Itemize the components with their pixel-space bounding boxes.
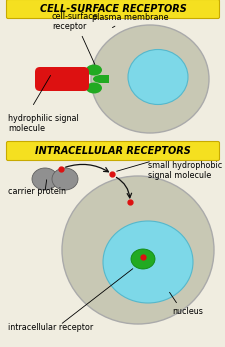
Text: nucleus: nucleus xyxy=(171,307,202,316)
Text: CELL-SURFACE RECEPTORS: CELL-SURFACE RECEPTORS xyxy=(39,4,186,14)
Ellipse shape xyxy=(86,65,101,76)
FancyBboxPatch shape xyxy=(35,67,89,91)
Text: INTRACELLULAR RECEPTORS: INTRACELLULAR RECEPTORS xyxy=(35,146,190,156)
Text: small hydrophobic
signal molecule: small hydrophobic signal molecule xyxy=(147,161,221,180)
Ellipse shape xyxy=(86,83,101,93)
Text: plasma membrane: plasma membrane xyxy=(91,13,167,28)
Ellipse shape xyxy=(91,25,208,133)
Text: carrier protein: carrier protein xyxy=(8,187,66,196)
Text: hydrophilic signal
molecule: hydrophilic signal molecule xyxy=(8,114,78,133)
Ellipse shape xyxy=(52,168,78,190)
Ellipse shape xyxy=(127,50,187,104)
Ellipse shape xyxy=(62,176,213,324)
Text: intracellular receptor: intracellular receptor xyxy=(8,322,93,331)
Ellipse shape xyxy=(130,249,154,269)
Bar xyxy=(99,75,108,83)
FancyBboxPatch shape xyxy=(7,0,218,18)
Ellipse shape xyxy=(32,168,58,190)
FancyBboxPatch shape xyxy=(7,142,218,161)
Ellipse shape xyxy=(103,221,192,303)
Ellipse shape xyxy=(93,75,108,83)
Text: cell-surface
receptor: cell-surface receptor xyxy=(52,11,98,65)
